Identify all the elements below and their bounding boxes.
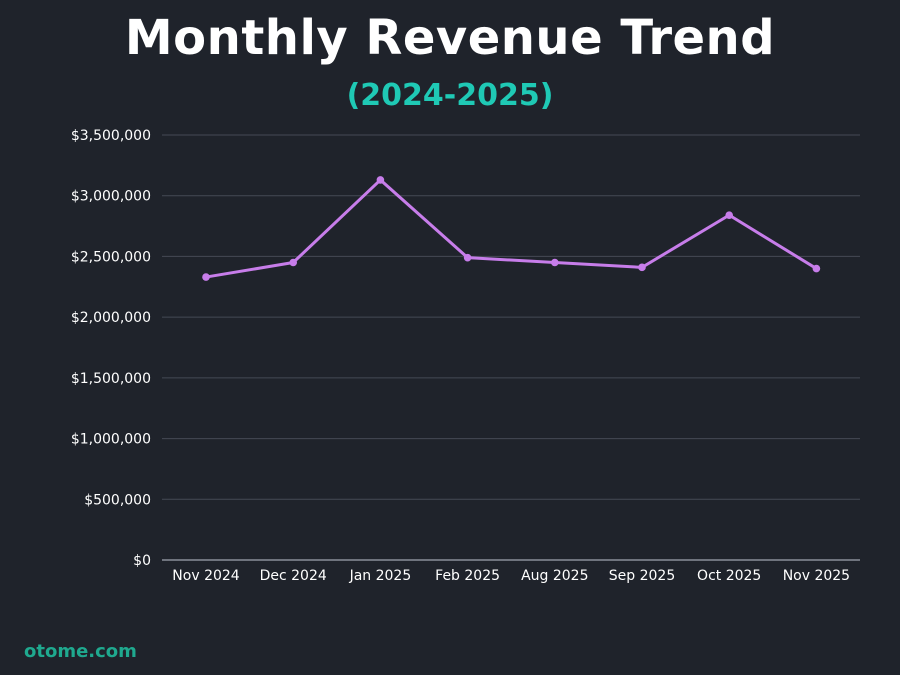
y-tick-label: $0 [133,553,151,569]
y-tick-label: $2,000,000 [71,310,151,326]
x-tick-label: Jan 2025 [349,568,412,584]
series-line [204,178,818,279]
chart-subtitle: (2024-2025) [346,78,554,113]
x-tick-label: Sep 2025 [609,568,675,584]
grid-layer [162,134,860,500]
x-tick-label: Oct 2025 [697,568,761,584]
y-tick-label: $3,500,000 [71,128,151,144]
data-point[interactable] [812,264,821,273]
chart-title: Monthly Revenue Trend [124,10,776,66]
data-point[interactable] [463,253,472,262]
brand-footer[interactable]: otome.com [24,641,137,662]
data-point[interactable] [289,258,298,267]
x-tick-label: Feb 2025 [435,568,500,584]
x-tick-label: Nov 2024 [172,568,239,584]
y-tick-label: $1,500,000 [71,371,151,387]
y-tick-label: $1,000,000 [71,432,151,448]
data-point[interactable] [638,263,646,272]
series-layer [202,176,821,281]
x-tick-label: Nov 2025 [783,568,850,584]
y-tick-label: $2,500,000 [71,249,151,265]
x-tick-label: Dec 2024 [260,568,327,584]
data-point[interactable] [202,273,210,281]
data-point[interactable] [551,258,559,267]
y-tick-label: $500,000 [84,492,151,508]
y-tick-label: $3,000,000 [71,189,151,205]
data-point[interactable] [725,211,733,219]
label-layer: $0 $500,000 $1,000,000 $1,500,000 $2,000,000… [71,128,850,584]
data-point[interactable] [376,176,385,184]
x-tick-label: Aug 2025 [521,568,588,584]
